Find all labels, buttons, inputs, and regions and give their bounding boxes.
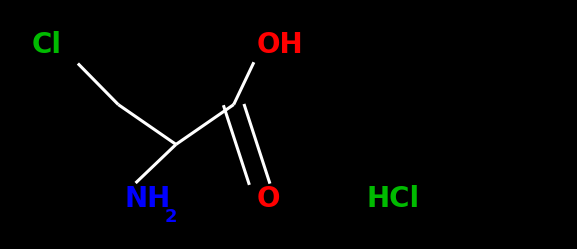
Text: Cl: Cl [32, 31, 62, 59]
Text: HCl: HCl [366, 185, 419, 213]
Text: 2: 2 [164, 208, 177, 226]
Text: OH: OH [257, 31, 304, 59]
Text: NH: NH [124, 185, 170, 213]
Text: O: O [257, 185, 280, 213]
